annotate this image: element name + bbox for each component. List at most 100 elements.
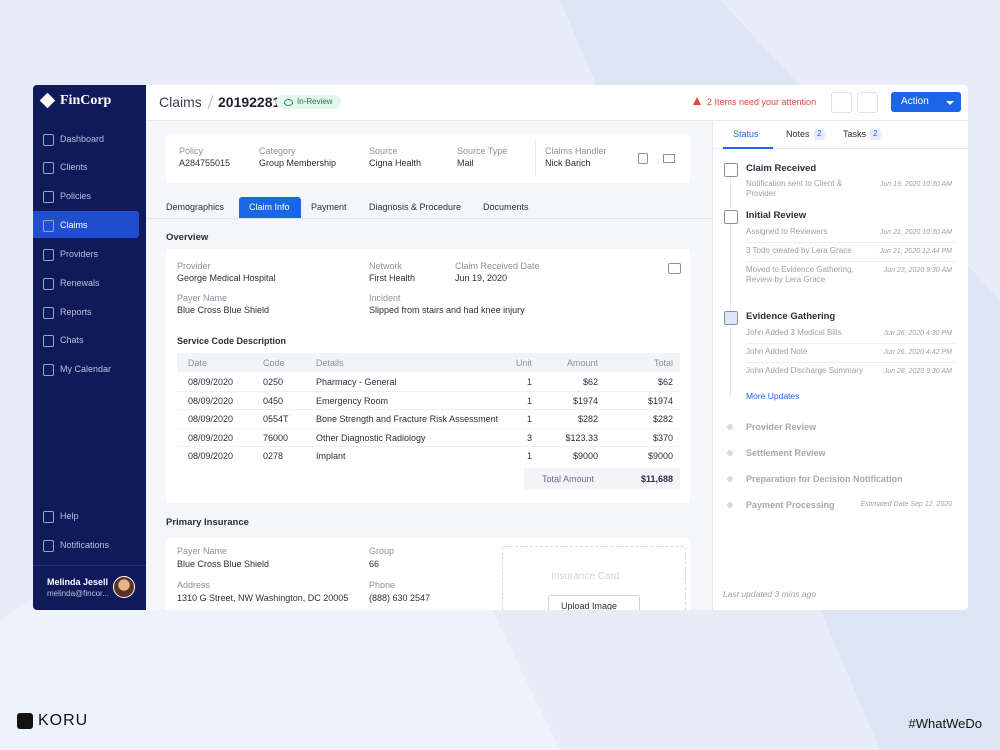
nav-item[interactable]: Notifications <box>60 540 110 550</box>
field-value: (888) 630 2547 <box>369 593 431 603</box>
action-caret <box>946 101 954 105</box>
avatar[interactable] <box>113 576 135 598</box>
tab[interactable]: Documents <box>483 202 529 212</box>
table-cell: Bone Strength and Fracture Risk Assessme… <box>316 414 499 424</box>
nav-item[interactable]: My Calendar <box>60 364 112 374</box>
timeline-line <box>730 176 731 396</box>
tab[interactable]: Payment <box>311 202 347 212</box>
table-cell: 1 <box>526 414 532 424</box>
overview-panel <box>166 249 690 503</box>
upload-label[interactable]: Upload Image <box>561 601 618 610</box>
event-divider <box>746 242 956 243</box>
table-cell: Implant <box>316 451 346 461</box>
table-cell: 0250 <box>263 377 284 387</box>
nav-icon[interactable] <box>43 278 54 290</box>
policy-value: Group Membership <box>259 158 337 168</box>
nav-icon[interactable] <box>43 364 54 376</box>
stage-icon <box>724 311 738 325</box>
next-button[interactable] <box>857 92 878 113</box>
tab[interactable]: Demographics <box>166 202 225 212</box>
status-icon <box>284 99 293 106</box>
field-label: Claim Received Date <box>455 261 540 271</box>
section-heading: Primary Insurance <box>166 517 249 528</box>
nav-item[interactable]: Help <box>60 511 79 521</box>
row-divider <box>177 428 680 429</box>
table-cell: $9000 <box>647 451 673 461</box>
table-cell: $62 <box>657 377 673 387</box>
subheading: Service Code Description <box>177 336 287 346</box>
nav-item[interactable]: Chats <box>60 335 84 345</box>
user-divider <box>33 565 146 566</box>
total-value: $11,688 <box>640 474 673 484</box>
field-value: Slipped from stairs and had knee injury <box>369 305 525 315</box>
pending-dot <box>727 476 733 482</box>
action-label[interactable]: Action <box>901 96 929 107</box>
last-updated: Last updated 3 mins ago <box>723 589 817 599</box>
nav-icon[interactable] <box>43 220 54 232</box>
field-label: Network <box>369 261 403 271</box>
upload-button[interactable] <box>548 595 640 610</box>
nav-item[interactable]: Clients <box>60 162 88 172</box>
event-time: Jun 28, 2020 9:30 AM <box>883 368 952 375</box>
nav-item[interactable]: Renewals <box>60 278 100 288</box>
policy-label: Source Type <box>457 146 508 156</box>
pending-dot <box>727 450 733 456</box>
breadcrumb-separator <box>207 95 214 109</box>
table-cell: Unit <box>515 358 532 368</box>
nav-icon[interactable] <box>43 162 54 174</box>
panel-tab[interactable]: Tasks <box>843 129 867 139</box>
tab[interactable]: Diagnosis & Procedure <box>369 202 462 212</box>
table-cell: 08/09/2020 <box>188 396 234 406</box>
field-value: First Health <box>369 273 416 283</box>
nav-icon[interactable] <box>43 249 54 261</box>
field-value: Blue Cross Blue Shield <box>177 559 270 569</box>
table-cell: 0278 <box>263 451 284 461</box>
user-name: Melinda Jesell <box>47 577 109 587</box>
nav-icon[interactable] <box>43 134 54 146</box>
nav-icon[interactable] <box>43 511 54 523</box>
print-icon[interactable] <box>668 263 681 274</box>
pending-dot <box>727 502 733 508</box>
stage-title: Initial Review <box>746 210 807 221</box>
policy-value: Cigna Health <box>369 158 422 168</box>
nav-item[interactable]: Dashboard <box>60 134 105 144</box>
app-window: FinCorp Dashboard Clients Policies Claims Pro… <box>33 85 968 610</box>
alert[interactable]: 2 Items need your attention <box>707 97 817 107</box>
field-value: 66 <box>369 559 380 569</box>
card-placeholder: Insurance Card <box>551 571 620 582</box>
event-time: Jun 26, 2020 4:42 PM <box>883 349 953 356</box>
panel-tab[interactable]: Notes <box>786 129 810 139</box>
nav-icon[interactable] <box>43 191 54 203</box>
panel-tab[interactable]: Status <box>733 129 759 139</box>
event-time: Jun 21, 2020 10:30 AM <box>879 229 952 236</box>
event-divider <box>746 343 956 344</box>
policy-value: Nick Barich <box>545 158 591 168</box>
tab[interactable]: Claim Info <box>249 202 290 212</box>
tab-active <box>239 197 301 218</box>
table-cell: 1 <box>526 451 532 461</box>
table-cell: 1 <box>526 396 532 406</box>
nav-icon[interactable] <box>43 540 54 552</box>
policy-strip <box>166 134 690 183</box>
field-label: Provider <box>177 261 211 271</box>
nav-item[interactable]: Providers <box>60 249 99 259</box>
event-text: Assigned to Reviewers <box>746 227 828 236</box>
prev-button[interactable] <box>831 92 852 113</box>
table-cell: $370 <box>652 433 673 443</box>
mail-icon[interactable] <box>663 154 675 163</box>
right-panel-divider <box>712 120 713 610</box>
nav-item[interactable]: Policies <box>60 191 92 201</box>
nav-item[interactable]: Claims <box>60 220 88 230</box>
row-divider <box>177 446 680 447</box>
status-label: In-Review <box>297 97 333 106</box>
more-link[interactable]: More Updates <box>746 391 800 401</box>
event-time: Jun 21, 2020 12:44 PM <box>879 248 952 255</box>
status-badge <box>276 95 341 109</box>
nav-item[interactable]: Reports <box>60 307 92 317</box>
policy-value: A284755015 <box>179 158 231 168</box>
nav-icon[interactable] <box>43 335 54 347</box>
table-cell: $282 <box>652 414 673 424</box>
nav-icon[interactable] <box>43 307 54 319</box>
action-button[interactable] <box>891 92 961 112</box>
phone-icon[interactable] <box>638 153 648 164</box>
